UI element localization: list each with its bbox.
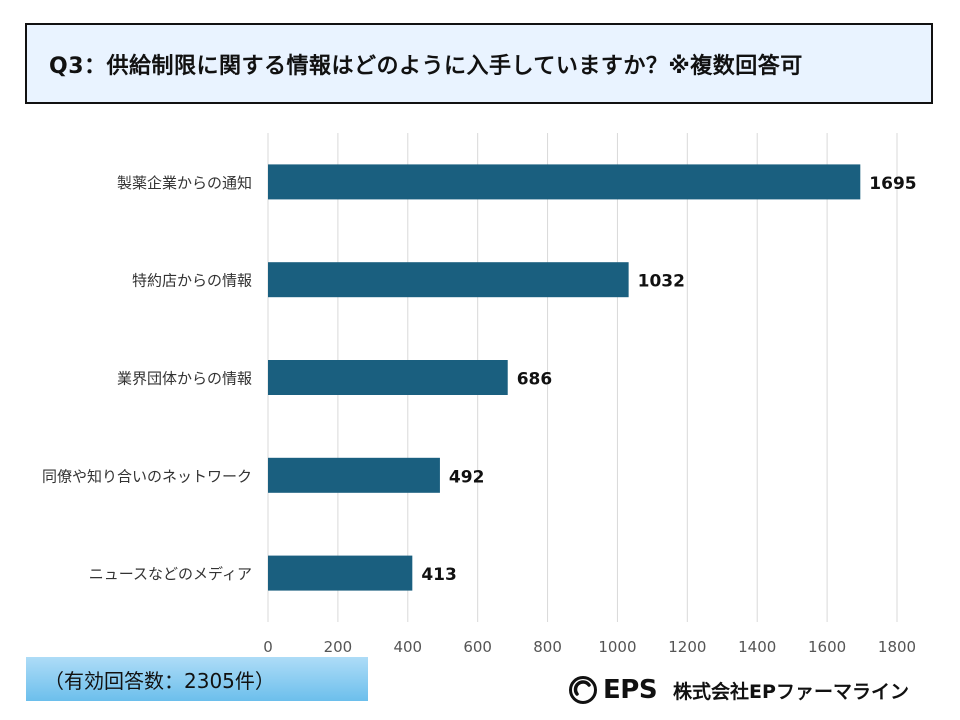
response-count-text: （有効回答数：2305件）	[44, 668, 275, 693]
brand-abbreviation: EPS	[603, 675, 658, 705]
x-tick-label: 1600	[808, 638, 846, 656]
category-label: 業界団体からの情報	[117, 370, 252, 388]
x-tick-label: 400	[393, 638, 422, 656]
x-tick-label: 1000	[598, 638, 636, 656]
company-brand: EPS 株式会社EPファーマライン	[568, 672, 909, 708]
bar	[268, 360, 508, 395]
x-tick-label: 1200	[668, 638, 706, 656]
x-tick-label: 0	[263, 638, 273, 656]
bar	[268, 262, 629, 298]
category-label: 同僚や知り合いのネットワーク	[42, 467, 252, 485]
data-label: 492	[449, 467, 485, 487]
bar	[268, 457, 440, 493]
question-title: Q3：供給制限に関する情報はどのように入手していますか？※複数回答可	[49, 53, 803, 79]
x-tick-label: 1800	[878, 638, 916, 656]
x-tick-label: 200	[324, 638, 353, 656]
response-count-banner: （有効回答数：2305件）	[26, 657, 368, 701]
eps-logo-icon	[569, 676, 597, 704]
category-label: ニュースなどのメディア	[89, 565, 252, 583]
data-label: 686	[517, 370, 553, 390]
question-title-box: Q3：供給制限に関する情報はどのように入手していますか？※複数回答可	[25, 23, 933, 104]
data-label: 1695	[869, 174, 916, 194]
x-tick-label: 600	[463, 638, 492, 656]
bar	[268, 164, 861, 200]
x-tick-label: 1400	[738, 638, 776, 656]
bar	[268, 555, 413, 591]
category-label: 製薬企業からの通知	[117, 174, 252, 192]
brand-company-name: 株式会社EPファーマライン	[673, 680, 909, 703]
data-label: 413	[421, 565, 457, 585]
x-tick-label: 800	[533, 638, 562, 656]
data-label: 1032	[638, 272, 685, 292]
category-label: 特約店からの情報	[132, 272, 252, 290]
